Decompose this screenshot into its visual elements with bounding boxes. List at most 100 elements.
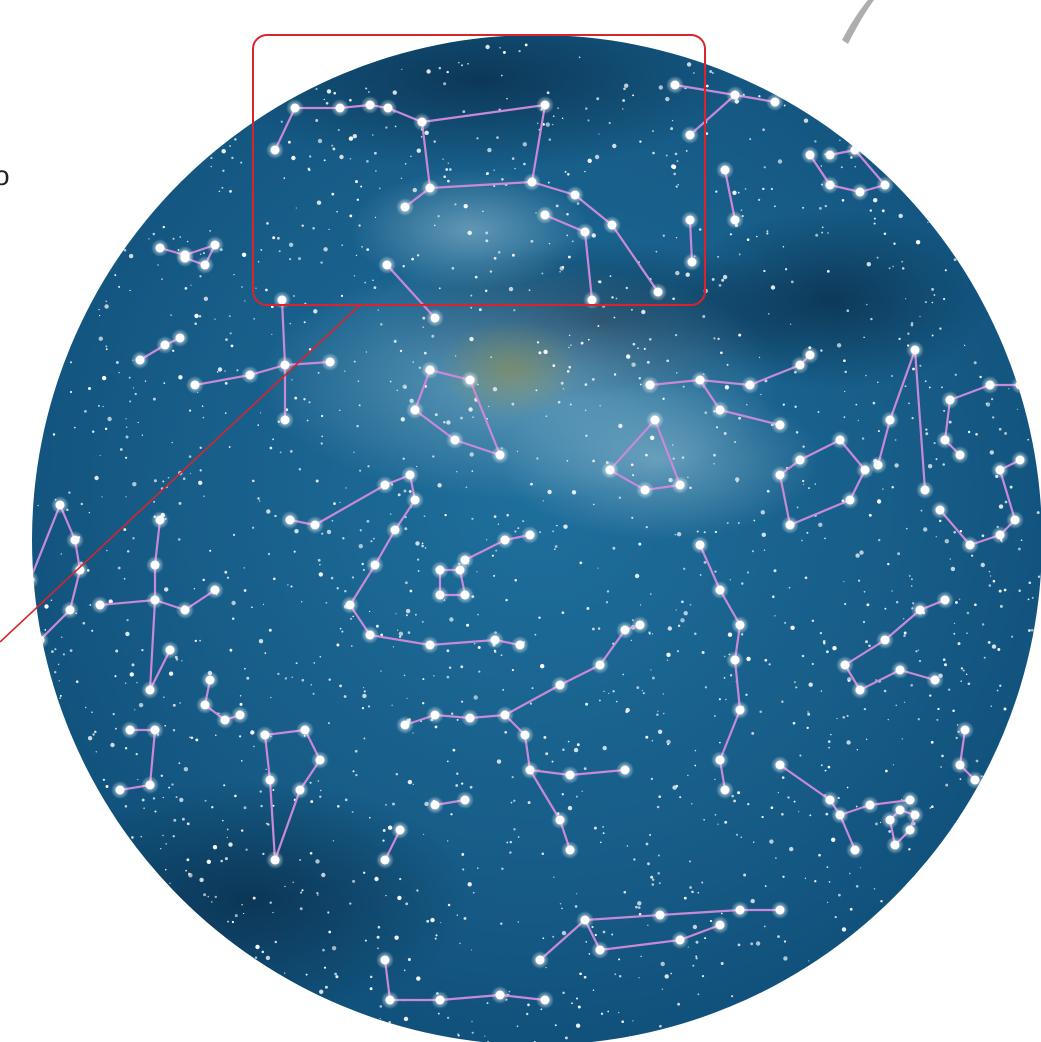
- star: [472, 416, 474, 418]
- star: [960, 680, 962, 682]
- star: [294, 396, 298, 400]
- star: [175, 658, 179, 661]
- star: [575, 1023, 581, 1028]
- star: [430, 917, 435, 923]
- star: [908, 848, 911, 851]
- star: [423, 515, 426, 518]
- star: [450, 813, 453, 816]
- star: [181, 660, 183, 662]
- star: [992, 579, 996, 583]
- star: [904, 385, 907, 388]
- star: [153, 479, 157, 483]
- star: [234, 794, 237, 798]
- star: [358, 404, 361, 407]
- star: [157, 264, 159, 266]
- star: [648, 632, 651, 635]
- star: [461, 64, 463, 67]
- star: [545, 415, 548, 418]
- bright-star: [785, 520, 795, 530]
- star: [877, 381, 879, 384]
- star: [179, 702, 181, 704]
- bright-star: [670, 80, 680, 90]
- star: [658, 882, 661, 885]
- star: [792, 721, 796, 725]
- cropped-label: o: [0, 160, 10, 191]
- star: [284, 885, 286, 888]
- star: [349, 617, 353, 620]
- star: [687, 476, 689, 479]
- star: [164, 724, 167, 727]
- star: [269, 446, 273, 450]
- star: [633, 858, 636, 861]
- star: [795, 686, 798, 689]
- star: [406, 697, 408, 700]
- star: [756, 235, 758, 238]
- star: [372, 134, 374, 136]
- star: [315, 87, 318, 91]
- star: [60, 553, 63, 555]
- star: [719, 741, 721, 744]
- star: [199, 446, 202, 450]
- star: [959, 530, 963, 533]
- star: [789, 323, 792, 325]
- star: [172, 729, 176, 732]
- star: [683, 567, 686, 570]
- bright-star: [895, 805, 905, 815]
- star: [328, 678, 331, 681]
- star: [134, 392, 137, 396]
- star: [230, 344, 234, 348]
- star: [1027, 438, 1030, 441]
- star: [857, 419, 859, 422]
- star: [784, 268, 788, 271]
- star: [732, 190, 737, 195]
- star: [757, 198, 761, 202]
- bright-star: [380, 480, 390, 490]
- star: [561, 117, 564, 120]
- star: [471, 1020, 473, 1023]
- star: [257, 497, 260, 500]
- bright-star: [620, 765, 630, 775]
- star: [577, 1005, 581, 1009]
- star: [954, 373, 958, 377]
- star: [171, 441, 173, 444]
- star: [299, 907, 303, 911]
- star: [422, 316, 426, 320]
- star: [267, 552, 271, 556]
- star: [131, 836, 134, 839]
- star: [698, 228, 702, 231]
- star: [540, 664, 545, 669]
- star: [168, 786, 171, 789]
- star: [236, 369, 239, 372]
- bright-star: [555, 680, 565, 690]
- star: [420, 136, 423, 138]
- bright-star: [825, 180, 835, 190]
- star: [866, 303, 868, 306]
- star-glow: [1011, 376, 1029, 394]
- star: [327, 911, 330, 914]
- constellation-line: [531, 180, 659, 293]
- star: [1017, 547, 1021, 551]
- star: [500, 922, 503, 925]
- star: [373, 286, 377, 289]
- star: [929, 694, 932, 697]
- star: [650, 593, 652, 595]
- star: [107, 416, 112, 422]
- star: [331, 192, 335, 196]
- star: [612, 690, 615, 693]
- star: [321, 532, 324, 535]
- bright-star: [775, 420, 785, 430]
- star: [203, 495, 205, 497]
- bright-star: [730, 215, 740, 225]
- star: [117, 566, 121, 570]
- star: [618, 958, 621, 961]
- bright-star: [435, 565, 445, 575]
- star: [513, 828, 516, 831]
- star: [198, 315, 202, 318]
- star: [536, 457, 539, 460]
- star: [449, 617, 454, 622]
- star: [764, 658, 768, 662]
- star: [344, 589, 347, 593]
- star: [542, 937, 545, 940]
- star: [385, 894, 387, 897]
- star: [808, 960, 810, 962]
